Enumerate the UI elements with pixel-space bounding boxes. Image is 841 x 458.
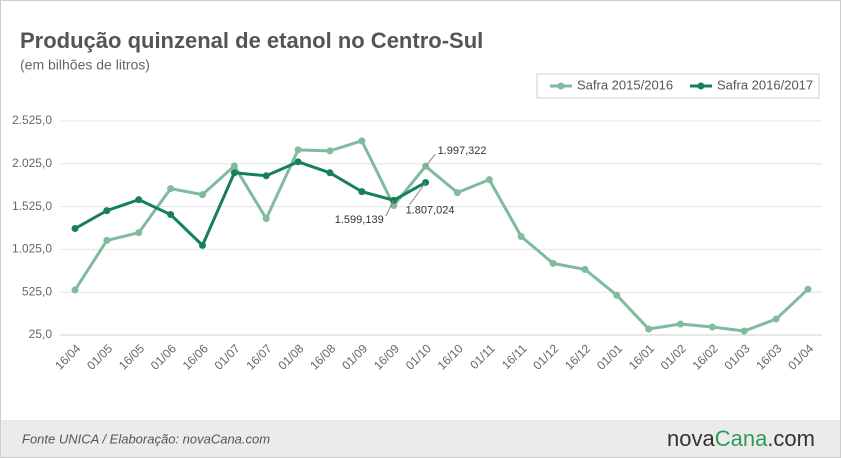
- point: [230, 169, 238, 177]
- legend-label: Safra 2016/2017: [717, 77, 813, 92]
- y-tick-label: 2.025,0: [12, 156, 52, 170]
- point: [103, 236, 111, 244]
- point: [804, 285, 812, 293]
- legend-label: Safra 2015/2016: [577, 77, 673, 92]
- point: [453, 189, 461, 197]
- point: [167, 211, 175, 219]
- legend-box: [536, 73, 820, 99]
- point: [549, 259, 557, 267]
- point: [581, 265, 589, 273]
- leader-line: [385, 200, 395, 217]
- point: [135, 196, 143, 204]
- point: [645, 325, 653, 333]
- point: [358, 188, 366, 196]
- point: [262, 215, 270, 223]
- logo: novaCana.com: [667, 426, 815, 451]
- point: [613, 291, 621, 299]
- series-line: [74, 160, 427, 247]
- point: [71, 286, 79, 294]
- point: [740, 327, 748, 335]
- series-line: [73, 139, 810, 333]
- point: [71, 225, 79, 233]
- leader-line: [409, 182, 426, 206]
- point: [677, 320, 685, 328]
- point: [517, 232, 525, 240]
- logo-part: nova: [667, 426, 715, 451]
- y-tick-label: 25,0: [29, 327, 53, 341]
- point: [230, 162, 238, 170]
- footer-band: [0, 420, 841, 458]
- chart-title: Produção quinzenal de etanol no Centro-S…: [20, 28, 483, 53]
- point: [326, 169, 334, 177]
- point: [294, 146, 302, 154]
- legend-swatch-dot: [697, 82, 705, 90]
- y-tick-label: 1.025,0: [12, 242, 52, 256]
- point: [485, 176, 493, 184]
- point: [167, 185, 175, 193]
- y-tick-label: 1.525,0: [12, 199, 52, 213]
- point: [358, 137, 366, 145]
- point: [294, 158, 302, 166]
- chart-subtitle: (em bilhões de litros): [20, 57, 150, 73]
- point: [772, 315, 780, 323]
- y-tick-label: 525,0: [22, 284, 52, 298]
- y-tick-label: 2.525,0: [12, 113, 52, 127]
- legend-swatch-dot: [557, 82, 565, 90]
- logo-part: .com: [767, 426, 815, 451]
- value-label: 1.997,322: [438, 145, 487, 157]
- logo-part: Cana: [715, 426, 768, 451]
- source: Fonte UNICA / Elaboração: novaCana.com: [22, 431, 270, 446]
- point: [708, 323, 716, 331]
- point: [326, 147, 334, 155]
- value-label: 1.599,139: [335, 214, 384, 226]
- value-label: 1.807,024: [406, 204, 455, 216]
- point: [135, 229, 143, 237]
- point: [198, 241, 206, 249]
- point: [103, 207, 111, 215]
- leader-line: [425, 153, 436, 167]
- point: [198, 191, 206, 199]
- point: [262, 172, 270, 180]
